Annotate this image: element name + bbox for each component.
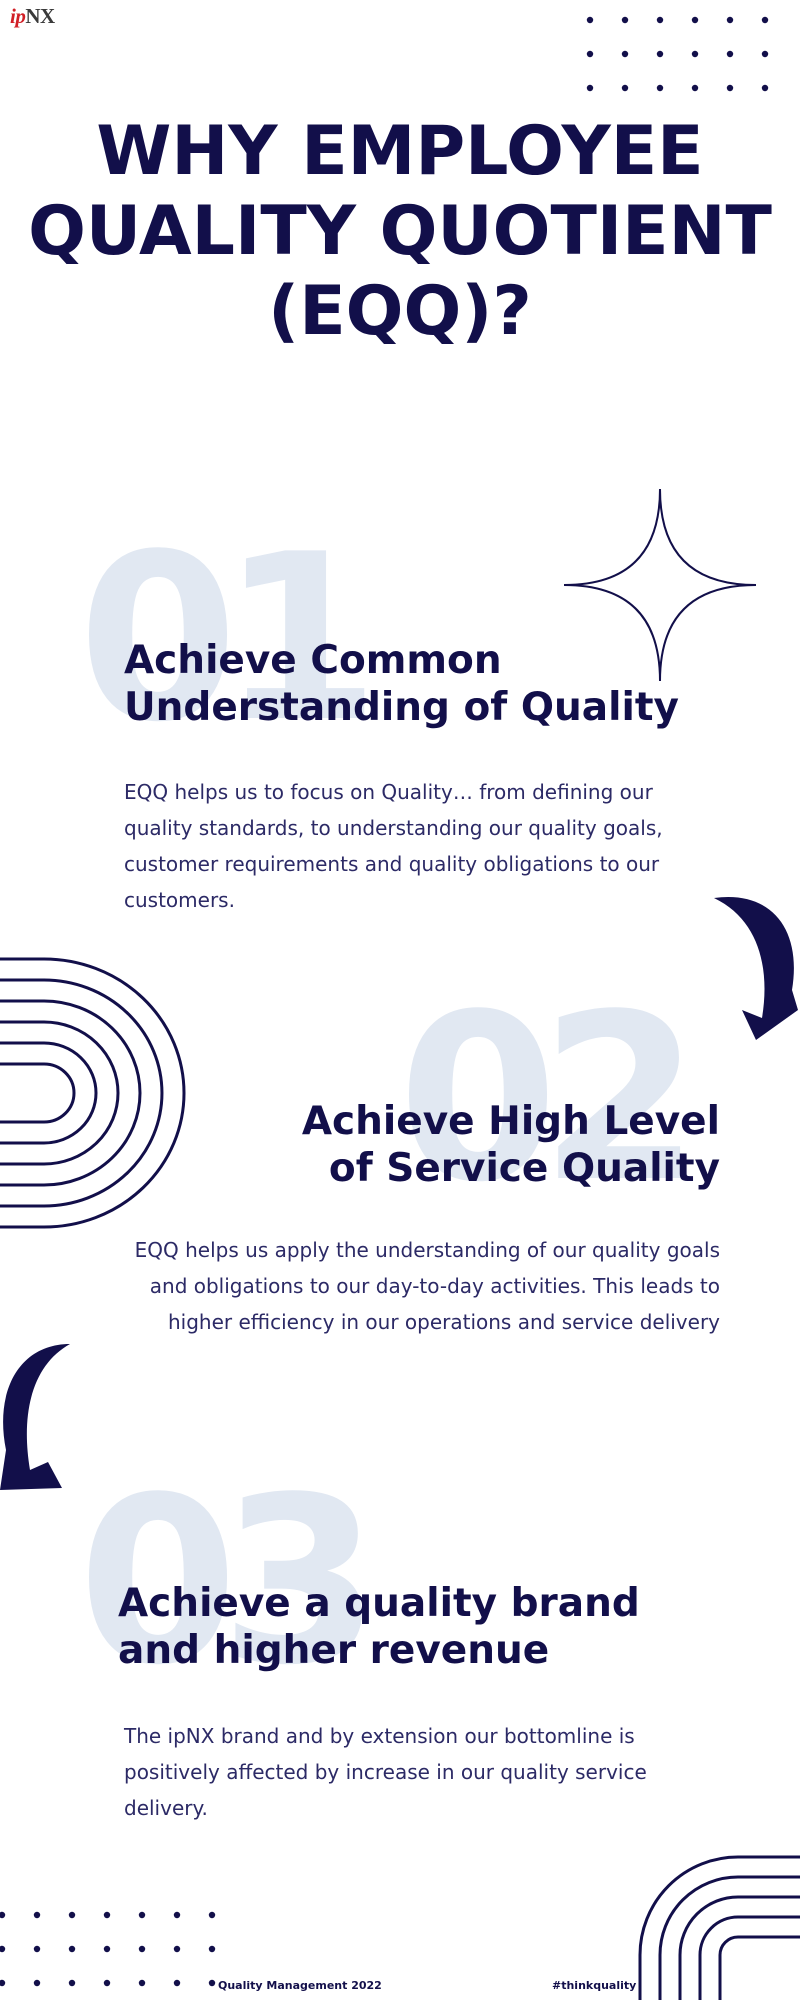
decorative-dot bbox=[691, 84, 699, 92]
decorative-dot bbox=[68, 1979, 76, 1987]
concentric-arches-left bbox=[0, 957, 186, 1229]
logo-ip: ip bbox=[10, 4, 26, 28]
decorative-dot bbox=[0, 1911, 6, 1919]
decorative-dot bbox=[726, 16, 734, 24]
section-body-1: EQQ helps us to focus on Quality… from d… bbox=[124, 780, 663, 912]
decorative-dot bbox=[173, 1945, 181, 1953]
curved-arrow-right-icon bbox=[714, 896, 798, 1040]
section-number-02: 02 bbox=[398, 966, 700, 1233]
four-point-star-icon bbox=[563, 488, 757, 682]
dot-grid-top-right bbox=[586, 16, 769, 92]
concentric-arches-bottom-right bbox=[638, 1855, 800, 2000]
decorative-dot bbox=[621, 16, 629, 24]
section-heading-2: Achieve High Level of Service Quality bbox=[301, 1099, 720, 1191]
section-heading-3: Achieve a quality brand and higher reven… bbox=[118, 1581, 640, 1673]
decorative-dot bbox=[621, 84, 629, 92]
decorative-dot bbox=[656, 50, 664, 58]
decorative-dot bbox=[726, 84, 734, 92]
section-number-03: 03 bbox=[78, 1449, 380, 1716]
decorative-dot bbox=[33, 1945, 41, 1953]
decorative-dot bbox=[68, 1911, 76, 1919]
decorative-dot bbox=[761, 84, 769, 92]
decorative-dot bbox=[586, 16, 594, 24]
page-title: WHY EMPLOYEE QUALITY QUOTIENT (EQQ)? bbox=[28, 112, 772, 351]
section-number-01: 01 bbox=[78, 506, 380, 773]
decorative-dot bbox=[656, 16, 664, 24]
decorative-dot bbox=[621, 50, 629, 58]
decorative-dot bbox=[691, 16, 699, 24]
decorative-dot bbox=[138, 1911, 146, 1919]
decorative-dot bbox=[33, 1979, 41, 1987]
decorative-dot bbox=[68, 1945, 76, 1953]
decorative-dot bbox=[103, 1945, 111, 1953]
decorative-dot bbox=[138, 1979, 146, 1987]
section-heading-1: Achieve Common Understanding of Quality bbox=[124, 638, 679, 730]
decorative-dot bbox=[173, 1911, 181, 1919]
decorative-dot bbox=[0, 1979, 6, 1987]
footer-left-text: Quality Management 2022 bbox=[218, 1979, 382, 1992]
curved-arrow-left-icon bbox=[0, 1344, 70, 1490]
decorative-dot bbox=[0, 1945, 6, 1953]
decorative-dot bbox=[656, 84, 664, 92]
decorative-dot bbox=[726, 50, 734, 58]
decorative-dot bbox=[586, 50, 594, 58]
decorative-dot bbox=[33, 1911, 41, 1919]
decorative-dot bbox=[691, 50, 699, 58]
decorative-dot bbox=[173, 1979, 181, 1987]
decorative-dot bbox=[103, 1979, 111, 1987]
decorative-dot bbox=[138, 1945, 146, 1953]
decorative-dot bbox=[761, 50, 769, 58]
footer-right-text: #thinkquality bbox=[552, 1979, 637, 1992]
decorative-dot bbox=[761, 16, 769, 24]
section-body-3: The ipNX brand and by extension our bott… bbox=[124, 1724, 647, 1820]
decorative-dot bbox=[208, 1979, 216, 1987]
decorative-dot bbox=[103, 1911, 111, 1919]
ipnx-logo: ipNX bbox=[10, 4, 55, 29]
decorative-dot bbox=[586, 84, 594, 92]
dot-grid-bottom-left bbox=[0, 1911, 216, 1987]
logo-nx: NX bbox=[25, 4, 55, 28]
section-body-2: EQQ helps us apply the understanding of … bbox=[134, 1238, 720, 1334]
decorative-dot bbox=[208, 1911, 216, 1919]
decorative-dot bbox=[208, 1945, 216, 1953]
